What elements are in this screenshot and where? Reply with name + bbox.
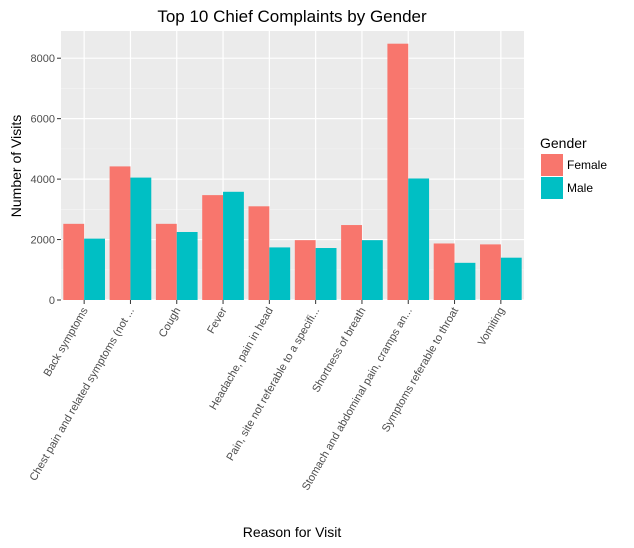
x-axis-title: Reason for Visit bbox=[243, 524, 342, 540]
y-tick-label: 6000 bbox=[31, 114, 55, 126]
bar-female-2 bbox=[109, 166, 131, 300]
bar-female-5 bbox=[248, 206, 270, 300]
chart-title: Top 10 Chief Complaints by Gender bbox=[157, 7, 427, 26]
bar-female-4 bbox=[202, 195, 224, 300]
bar-male-5 bbox=[269, 247, 291, 300]
x-tick-label: Fever bbox=[205, 305, 230, 336]
bar-male-9 bbox=[454, 262, 476, 300]
legend: Gender Female Male bbox=[540, 135, 607, 199]
y-tick-label: 2000 bbox=[31, 235, 55, 247]
legend-swatch-female bbox=[541, 154, 563, 176]
x-tick-label: Cough bbox=[157, 306, 184, 340]
x-tick-label: Chest pain and related symptoms (not ... bbox=[28, 306, 137, 484]
bar-male-1 bbox=[84, 238, 105, 300]
legend-swatch-male bbox=[541, 177, 563, 199]
legend-label-female: Female bbox=[567, 158, 607, 172]
x-tick-label: Back symptoms bbox=[42, 305, 91, 379]
bar-female-3 bbox=[155, 223, 177, 300]
bar-female-7 bbox=[341, 225, 362, 300]
y-tick-label: 4000 bbox=[31, 174, 55, 186]
bar-female-9 bbox=[433, 243, 455, 300]
bar-female-8 bbox=[387, 43, 409, 300]
bar-male-8 bbox=[408, 178, 430, 300]
x-tick-label: Vomiting bbox=[476, 306, 507, 349]
bar-male-4 bbox=[223, 191, 244, 300]
legend-title: Gender bbox=[540, 135, 587, 151]
bar-male-2 bbox=[130, 177, 152, 300]
bars-layer bbox=[63, 43, 522, 300]
y-axis: 0 2000 4000 6000 8000 bbox=[31, 53, 61, 307]
bar-male-6 bbox=[315, 248, 337, 300]
bar-female-1 bbox=[63, 223, 85, 300]
y-tick-label: 0 bbox=[49, 295, 55, 307]
bar-male-7 bbox=[361, 240, 383, 300]
bar-male-3 bbox=[176, 231, 198, 300]
bar-male-10 bbox=[500, 257, 522, 300]
y-tick-label: 8000 bbox=[31, 53, 55, 65]
bar-female-10 bbox=[480, 244, 501, 300]
x-tick-label: Pain, site not referable to a specifi... bbox=[224, 306, 322, 463]
x-tick-label: Symptoms referable to throat bbox=[380, 306, 461, 435]
y-axis-title: Number of Visits bbox=[8, 115, 24, 217]
bar-female-6 bbox=[294, 240, 316, 300]
legend-label-male: Male bbox=[567, 181, 593, 195]
